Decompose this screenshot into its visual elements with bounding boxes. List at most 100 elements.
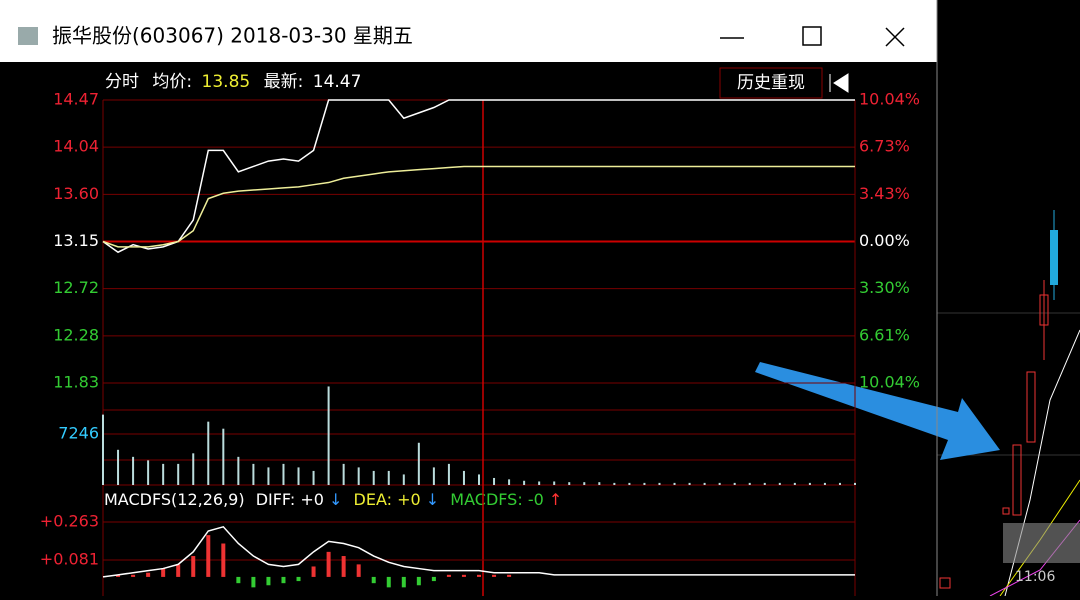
- left-tick-label: 11.83: [53, 373, 99, 392]
- macd-bar: [507, 574, 512, 577]
- volume-bar: [237, 456, 240, 485]
- volume-bar: [312, 470, 315, 485]
- app-icon: [18, 27, 38, 45]
- macd-bar: [311, 566, 316, 577]
- macd-bar: [161, 568, 166, 577]
- maximize-button[interactable]: [802, 26, 822, 46]
- volume-tick-label: 7246: [58, 424, 99, 443]
- avg-price-line: [102, 165, 855, 248]
- volume-bar: [462, 470, 465, 485]
- volume-bar: [252, 463, 255, 485]
- right-tick-label: 3.30%: [859, 278, 910, 297]
- history-icon[interactable]: [829, 73, 849, 93]
- macd-bar: [492, 574, 497, 577]
- volume-bar: [538, 481, 541, 485]
- mode: 分时: [105, 72, 139, 92]
- volume-bar: [568, 482, 571, 485]
- macd-bar: [206, 535, 211, 577]
- right-tick-label: 10.04%: [859, 90, 920, 109]
- left-tick-label: 14.04: [53, 137, 99, 156]
- macd-bar: [431, 576, 436, 582]
- right-tick-label: 6.61%: [859, 325, 910, 344]
- macd-bar: [341, 556, 346, 577]
- right-tick-label: 3.43%: [859, 184, 910, 203]
- macd-bar: [236, 576, 241, 584]
- volume-bar: [207, 421, 210, 485]
- volume-bar: [553, 481, 556, 485]
- volume-bar: [372, 470, 375, 485]
- volume-bar: [177, 463, 180, 485]
- volume-bar: [718, 482, 721, 485]
- macd-bar: [371, 576, 376, 584]
- latest: 14.47: [313, 72, 362, 92]
- volume-bar: [508, 479, 511, 485]
- volume-bar: [192, 453, 195, 485]
- volume-bar: [523, 480, 526, 485]
- macd-diff: DIFF: +0: [256, 490, 324, 509]
- volume-bar: [132, 456, 135, 485]
- right-tick-label: 6.73%: [859, 137, 910, 156]
- volume-bar: [613, 482, 616, 485]
- left-tick-label: 13.15: [53, 231, 99, 250]
- macd-bar: [416, 576, 421, 586]
- price-line: [102, 99, 855, 254]
- volume-bar: [432, 467, 435, 485]
- macd-bar: [251, 576, 256, 588]
- volume-bar: [297, 467, 300, 485]
- left-tick-label: 13.60: [53, 184, 99, 203]
- volume-bar: [342, 463, 345, 485]
- volume-bar: [778, 482, 781, 485]
- left-tick-label: 12.28: [53, 325, 99, 344]
- volume-bar: [793, 482, 796, 485]
- volume-bar: [643, 482, 646, 485]
- left-tick-label: 14.47: [53, 90, 99, 109]
- plot: 14.47 10.04% 14.04 6.73% 13.60 3.43% 13.15 0.00…: [40, 90, 920, 596]
- volume-bar: [267, 467, 270, 485]
- macd-tick-label: +0.263: [40, 512, 99, 531]
- macd-bar: [221, 543, 226, 577]
- volume-bar: [147, 460, 150, 485]
- macd-bar: [176, 564, 181, 577]
- volume-bar: [478, 474, 480, 485]
- volume-bar: [763, 482, 766, 485]
- close-button[interactable]: [885, 27, 905, 47]
- macd-bar: [146, 572, 151, 577]
- side-chart: 11:06: [937, 210, 1080, 597]
- volume-bar: [658, 482, 661, 485]
- volume-bar: [117, 449, 120, 485]
- macd-diff-arrow: ↓: [329, 490, 342, 509]
- header: 分时 均价: 13.85 最新: 14.47: [105, 72, 361, 92]
- volume-bar: [628, 482, 631, 485]
- volume-bar: [402, 474, 405, 485]
- macd-dea: DEA: +0: [354, 490, 421, 509]
- volume-bar: [162, 463, 165, 485]
- macd-bar: [116, 574, 121, 577]
- macd-header: MACDFS(12,26,9) DIFF: +0 ↓ DEA: +0 ↓ MAC…: [104, 490, 562, 509]
- macd-bar: [401, 576, 406, 588]
- macd-bar: [281, 576, 286, 584]
- macd-bar: [477, 574, 481, 577]
- macd-value: MACDFS: -0: [450, 490, 543, 509]
- macd-bar: [356, 564, 361, 577]
- latest-label: 最新:: [264, 72, 304, 92]
- volume-bar: [327, 386, 330, 485]
- macd-tick-label: +0.081: [40, 550, 99, 569]
- history-button[interactable]: [719, 67, 823, 99]
- volume-bar: [733, 482, 736, 485]
- arrow: [755, 362, 1000, 460]
- svg-text:11:06: 11:06: [1015, 569, 1055, 585]
- macd-bar: [386, 576, 391, 588]
- volume-bar: [598, 482, 601, 485]
- volume-bar: [823, 482, 826, 485]
- volume-bar: [703, 482, 706, 485]
- volume-bar: [688, 482, 691, 485]
- volume-bar: [493, 477, 496, 485]
- volume-bar: [102, 414, 104, 485]
- volume-bar: [357, 467, 360, 485]
- volume-bar: [808, 482, 811, 485]
- volume-bar: [447, 463, 450, 485]
- history-button-label[interactable]: 历史重现: [737, 73, 805, 93]
- right-tick-label: 0.00%: [859, 231, 910, 250]
